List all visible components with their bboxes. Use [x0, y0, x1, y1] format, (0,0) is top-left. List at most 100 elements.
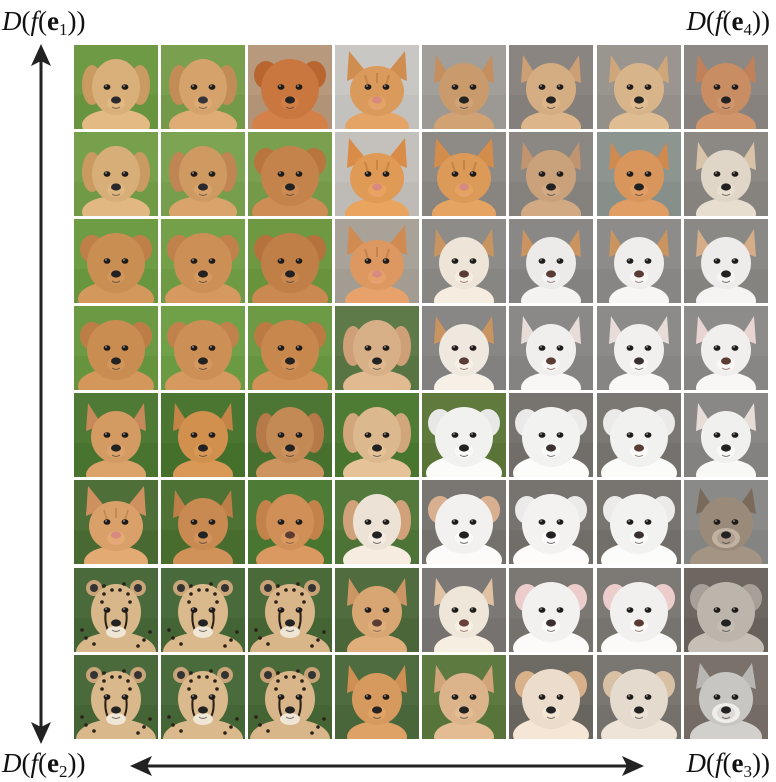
fluffy-face-icon [683, 567, 768, 652]
floppy-face-icon [335, 393, 420, 478]
wolf-face-icon [683, 654, 768, 739]
grid-cell-r2-c2-golden-dog [161, 132, 246, 217]
fluffy-face-icon [161, 306, 246, 391]
grid-cell-r5-c8-white-spitz [683, 393, 768, 478]
grid-cell-r5-c1-chihuahua [74, 393, 158, 478]
vertical-double-arrow-icon [31, 44, 51, 744]
grid-cell-r6-c2-chihuahua [161, 480, 246, 565]
wolf-face-icon [683, 480, 768, 565]
pointy-face-icon [422, 306, 507, 391]
pointy-face-icon [683, 132, 768, 217]
grid-cell-r2-c4-orange-tabby-cat [335, 132, 420, 217]
pointy-face-icon [335, 654, 420, 739]
interpolation-image-grid [74, 45, 768, 739]
grid-cell-r4-c7-white-dog [596, 306, 681, 391]
cheetah-face-icon [74, 567, 158, 652]
label-fn: D [2, 6, 22, 36]
fluffy-face-icon [509, 654, 594, 739]
pointy-face-icon [509, 45, 594, 129]
pointy-face-icon [74, 393, 158, 478]
fluffy-face-icon [596, 480, 681, 565]
grid-cell-r8-c1-cheetah [74, 654, 158, 739]
fluffy-face-icon [248, 219, 333, 304]
grid-cell-r1-c4-orange-tabby-cat [335, 45, 420, 129]
label-vec: e [731, 6, 744, 36]
grid-cell-r7-c5-chihuahua [422, 567, 507, 652]
grid-cell-r5-c4-tan-dog [335, 393, 420, 478]
grid-cell-r6-c6-maltese [509, 480, 594, 565]
label-sub: 1 [59, 20, 68, 39]
pointy-face-icon [161, 480, 246, 565]
label-sub: 2 [59, 762, 68, 781]
grid-cell-r7-c4-chihuahua-mix [335, 567, 420, 652]
grid-cell-r4-c2-pomeranian-mix [161, 306, 246, 391]
grid-cell-r8-c6-pomeranian-mix [509, 654, 594, 739]
label-fn: D [686, 748, 707, 778]
grid-cell-r8-c4-corgi-mix [335, 654, 420, 739]
fluffy-face-icon [161, 219, 246, 304]
pointy-face-icon [596, 132, 681, 217]
grid-cell-r2-c3-sheltie-like-dog [248, 132, 333, 217]
grid-cell-r3-c2-pomeranian-mix [161, 219, 246, 304]
label-inner: f [715, 6, 723, 36]
fluffy-face-icon [509, 480, 594, 565]
grid-cell-r3-c8-white-terrier [683, 219, 768, 304]
grid-cell-r1-c1-golden-retriever [74, 45, 158, 129]
grid-cell-r8-c3-cheetah [248, 654, 333, 739]
grid-cell-r7-c6-maltese [509, 567, 594, 652]
cat-face-icon [335, 219, 420, 304]
pointy-face-icon [596, 306, 681, 391]
grid-cell-r6-c5-maltese [422, 480, 507, 565]
pointy-face-icon [422, 45, 507, 129]
grid-cell-r6-c8-wolf [683, 480, 768, 565]
pointy-face-icon [683, 393, 768, 478]
grid-cell-r1-c7-yorkshire-terrier [596, 45, 681, 129]
fluffy-face-icon [74, 219, 158, 304]
grid-cell-r3-c4-orange-tabby-cat [335, 219, 420, 304]
grid-cell-r2-c6-yorkshire-terrier [509, 132, 594, 217]
pointy-face-icon [335, 567, 420, 652]
label-e3: D(f(e3)) [686, 748, 770, 781]
grid-cell-r4-c5-cream-dog [422, 306, 507, 391]
fluffy-face-icon [248, 45, 333, 129]
fluffy-face-icon [422, 393, 507, 478]
floppy-face-icon [161, 132, 246, 217]
grid-cell-r4-c3-pomeranian-mix [248, 306, 333, 391]
fluffy-face-icon [74, 306, 158, 391]
cheetah-face-icon [248, 654, 333, 739]
pointy-face-icon [161, 393, 246, 478]
grid-cell-r8-c8-grey-wolf-dog [683, 654, 768, 739]
pointy-face-icon [683, 45, 768, 129]
label-fn: D [686, 6, 707, 36]
pointy-face-icon [596, 45, 681, 129]
label-sub: 3 [743, 762, 753, 781]
pointy-face-icon [422, 567, 507, 652]
grid-cell-r1-c6-yorkshire-terrier [509, 45, 594, 129]
grid-cell-r8-c2-cheetah [161, 654, 246, 739]
grid-cell-r5-c7-maltese [596, 393, 681, 478]
grid-cell-r7-c2-cheetah [161, 567, 246, 652]
grid-cell-r4-c1-pomeranian-mix [74, 306, 158, 391]
pointy-face-icon [509, 306, 594, 391]
cat-face-icon [335, 45, 420, 129]
pointy-face-icon [422, 219, 507, 304]
floppy-face-icon [335, 480, 420, 565]
grid-cell-r4-c6-white-dog [509, 306, 594, 391]
grid-cell-r2-c7-shiba-like-dog [596, 132, 681, 217]
grid-cell-r7-c1-cheetah [74, 567, 158, 652]
cheetah-face-icon [161, 567, 246, 652]
grid-cell-r6-c7-maltese [596, 480, 681, 565]
grid-cell-r5-c3-brown-puppy [248, 393, 333, 478]
fluffy-face-icon [596, 567, 681, 652]
cheetah-face-icon [248, 567, 333, 652]
label-inner: f [30, 6, 39, 36]
cat-face-icon [74, 480, 158, 565]
pointy-face-icon [509, 132, 594, 217]
grid-cell-r2-c8-light-terrier [683, 132, 768, 217]
horizontal-double-arrow-icon [130, 756, 644, 776]
label-vec: e [47, 6, 59, 36]
fluffy-face-icon [509, 567, 594, 652]
cheetah-face-icon [161, 654, 246, 739]
fluffy-face-icon [509, 393, 594, 478]
label-vec: e [731, 748, 744, 778]
